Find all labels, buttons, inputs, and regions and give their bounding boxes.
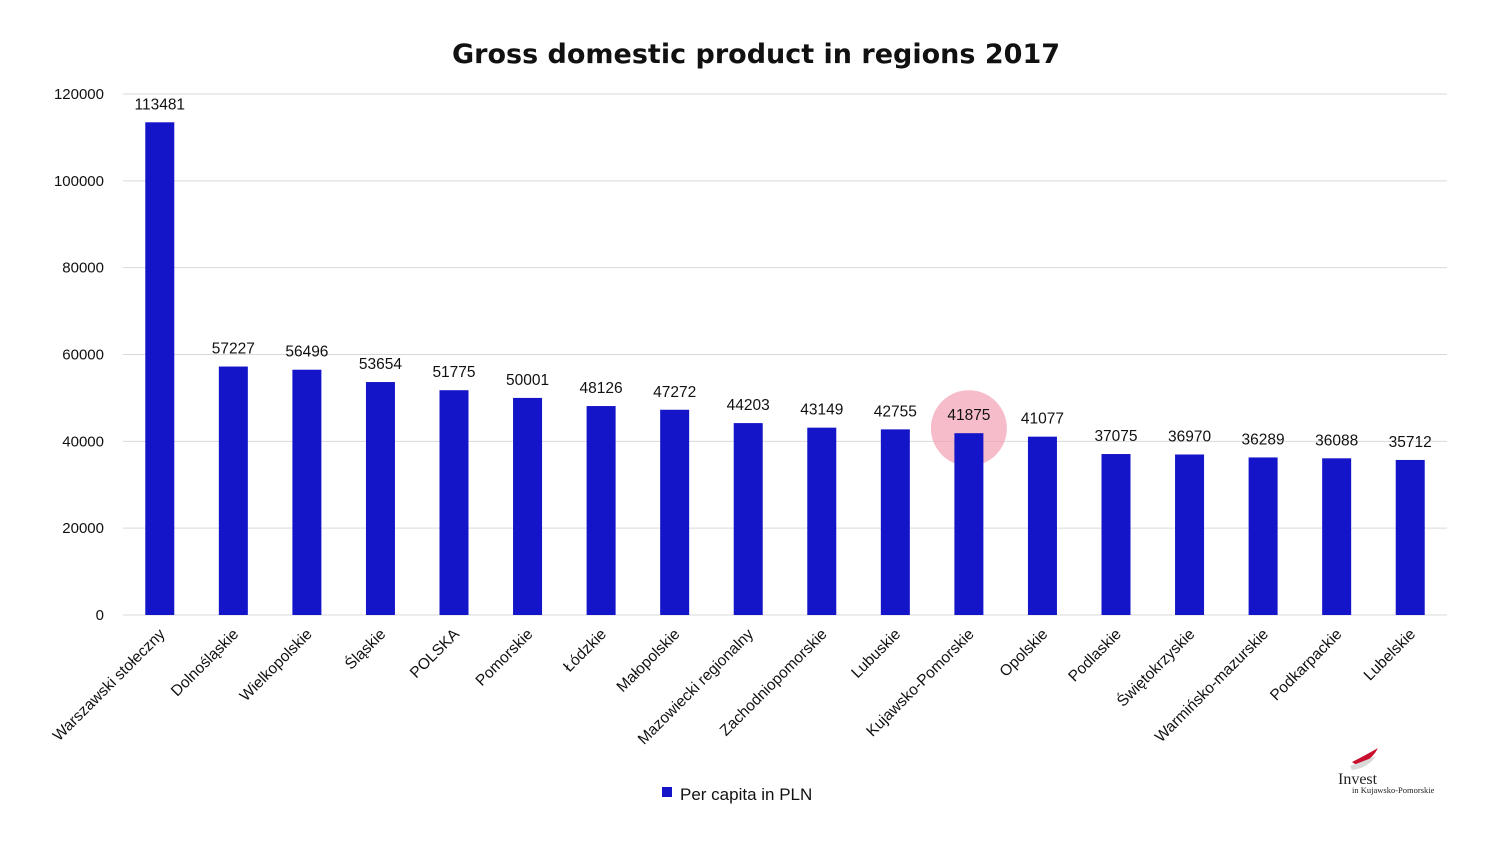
logo-word: Invest bbox=[1338, 771, 1378, 788]
bar bbox=[954, 433, 984, 615]
x-tick-label: Podkarpackie bbox=[1267, 626, 1345, 704]
bar bbox=[292, 369, 322, 615]
data-label: 42755 bbox=[874, 403, 917, 420]
bar bbox=[1248, 457, 1278, 615]
legend: Per capita in PLN bbox=[662, 785, 812, 804]
bar bbox=[365, 382, 395, 615]
y-tick-label: 80000 bbox=[62, 260, 104, 277]
data-labels: 113481 57227 56496 53654 51775 50001 48126 4727… bbox=[134, 96, 1431, 451]
logo-subtitle: in Kujawsko-Pomorskie bbox=[1352, 785, 1435, 795]
y-tick-label: 40000 bbox=[62, 433, 104, 450]
data-label: 48126 bbox=[580, 380, 623, 397]
data-label: 35712 bbox=[1389, 434, 1432, 451]
y-tick-label: 60000 bbox=[62, 347, 104, 364]
x-tick-label: Dolnośląskie bbox=[168, 626, 242, 700]
logo-flag-red-icon bbox=[1352, 748, 1378, 766]
bar bbox=[439, 390, 469, 615]
highlight-circle bbox=[930, 390, 1007, 467]
grid-lines bbox=[123, 93, 1447, 616]
x-tick-label: Małopolskie bbox=[614, 626, 684, 696]
data-label: 37075 bbox=[1094, 428, 1137, 445]
data-label: 57227 bbox=[212, 341, 255, 358]
legend-swatch bbox=[662, 787, 672, 797]
data-label: 36088 bbox=[1315, 432, 1358, 449]
x-tick-label: Pomorskie bbox=[473, 626, 537, 690]
x-tick-label: Śląskie bbox=[341, 625, 389, 673]
x-tick-label: Łódzkie bbox=[560, 626, 610, 676]
invest-logo: Invest in Kujawsko-Pomorskie bbox=[1338, 748, 1435, 795]
data-label: 41875 bbox=[947, 407, 990, 424]
x-tick-label: Wielkopolskie bbox=[237, 626, 316, 705]
data-label: 56496 bbox=[285, 344, 328, 361]
data-label: 50001 bbox=[506, 372, 549, 389]
bar bbox=[145, 122, 175, 616]
y-tick-label: 100000 bbox=[54, 173, 104, 190]
data-label: 113481 bbox=[134, 96, 185, 113]
bars bbox=[145, 122, 1425, 616]
x-tick-label: Podlaskie bbox=[1065, 626, 1125, 686]
legend-label: Per capita in PLN bbox=[680, 785, 812, 804]
x-tick-label: Świętokrzyskie bbox=[1113, 625, 1198, 710]
y-axis-ticks: 0 20000 40000 60000 80000 100000 120000 bbox=[54, 86, 104, 624]
bar bbox=[733, 423, 763, 615]
x-tick-label: Lubuskie bbox=[848, 626, 904, 682]
bar bbox=[513, 397, 543, 615]
data-label: 36970 bbox=[1168, 428, 1211, 445]
bar bbox=[1395, 459, 1425, 615]
data-label: 44203 bbox=[727, 397, 770, 414]
x-tick-label: Lubelskie bbox=[1361, 626, 1419, 684]
bar bbox=[1027, 436, 1057, 615]
y-tick-label: 0 bbox=[96, 607, 104, 624]
x-axis-ticks: Warszawski stołeczny DolnośląskieWielkopo… bbox=[50, 625, 1419, 748]
bar bbox=[1101, 454, 1131, 615]
bar bbox=[807, 427, 837, 615]
bar bbox=[218, 366, 248, 615]
bar bbox=[1175, 454, 1205, 615]
logo-flag-white-icon bbox=[1350, 756, 1376, 770]
y-tick-label: 120000 bbox=[54, 86, 104, 103]
data-label: 51775 bbox=[432, 364, 475, 381]
x-tick-label: Opolskie bbox=[997, 626, 1052, 681]
bar bbox=[660, 409, 690, 615]
bar bbox=[586, 406, 616, 615]
data-label: 36289 bbox=[1242, 431, 1285, 448]
data-label: 41077 bbox=[1021, 411, 1064, 428]
x-tick-label: POLSKA bbox=[407, 625, 463, 681]
highlight-layer bbox=[930, 390, 1007, 467]
bar bbox=[1322, 458, 1352, 615]
data-label: 53654 bbox=[359, 356, 402, 373]
bar bbox=[880, 429, 910, 615]
chart-title: Gross domestic product in regions 2017 bbox=[452, 39, 1060, 70]
y-tick-label: 20000 bbox=[62, 520, 104, 537]
x-tick-label: Warszawski stołeczny bbox=[50, 626, 169, 745]
data-label: 43149 bbox=[800, 402, 843, 419]
data-label: 47272 bbox=[653, 384, 696, 401]
